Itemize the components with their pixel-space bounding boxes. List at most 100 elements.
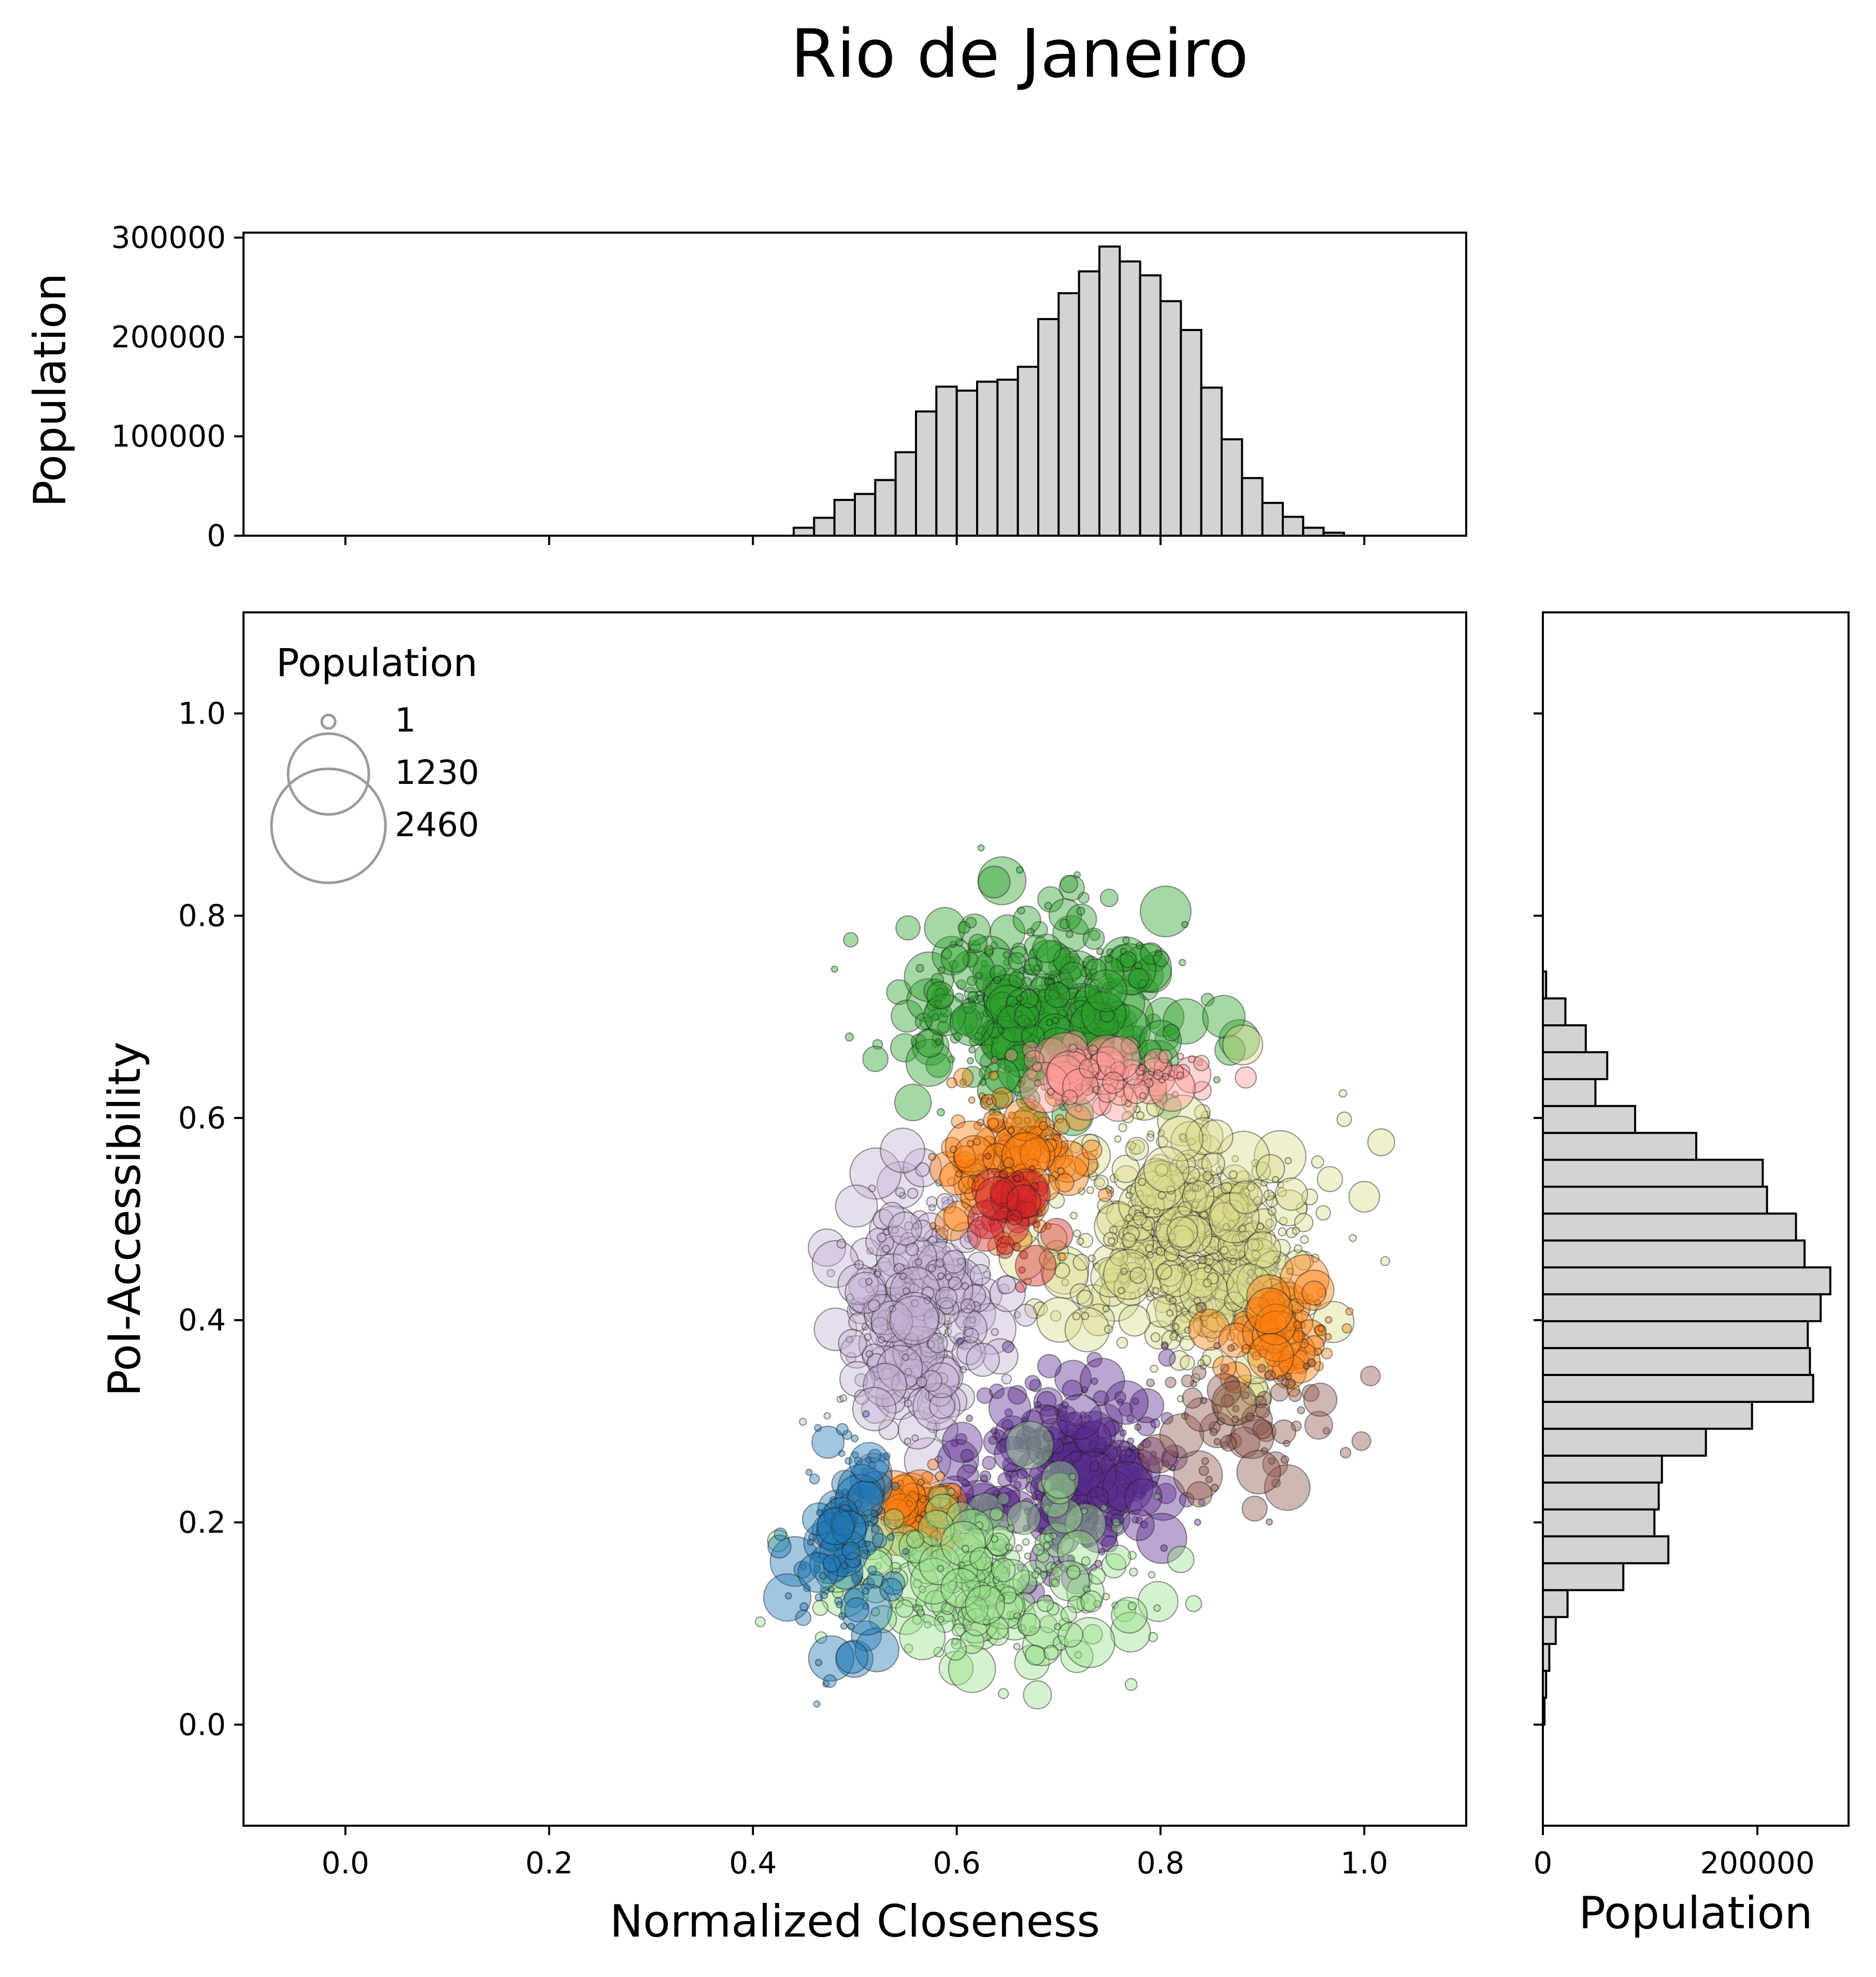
scatter-point: [1193, 1219, 1201, 1227]
scatter-point: [1034, 1079, 1042, 1087]
scatter-point: [886, 1315, 900, 1328]
scatter-point: [1111, 1227, 1158, 1274]
scatter-point: [1044, 1467, 1062, 1485]
scatter-point: [1095, 1467, 1108, 1480]
scatter-point: [1156, 1260, 1183, 1287]
scatter-point: [1003, 1110, 1043, 1150]
scatter-point: [1179, 1267, 1229, 1317]
scatter-point: [1070, 990, 1094, 1013]
scatter-point: [1120, 951, 1137, 968]
scatter-point: [1147, 1456, 1164, 1473]
scatter-point: [799, 1602, 809, 1611]
scatter-point: [1044, 1127, 1054, 1137]
scatter-point: [1048, 1192, 1065, 1209]
scatter-point: [1175, 1216, 1193, 1234]
scatter-point: [1119, 1429, 1127, 1437]
scatter-point: [886, 1533, 895, 1541]
scatter-point: [1021, 1007, 1029, 1015]
histogram-bar: [1542, 1400, 1753, 1430]
scatter-point: [1145, 1180, 1155, 1189]
scatter-point: [1139, 1158, 1172, 1191]
scatter-point: [1042, 1430, 1054, 1442]
histogram-bar: [1542, 1131, 1698, 1161]
scatter-point: [1101, 1267, 1125, 1292]
scatter-point: [1127, 1466, 1140, 1479]
scatter-point: [1070, 1451, 1117, 1497]
scatter-point: [1146, 1254, 1198, 1305]
scatter-point: [1029, 948, 1038, 957]
scatter-point: [1120, 1057, 1129, 1066]
scatter-point: [1113, 1165, 1139, 1191]
scatter-point: [847, 1297, 874, 1324]
scatter-point: [942, 1245, 951, 1255]
scatter-xlabel: Normalized Closeness: [610, 1896, 1100, 1947]
scatter-point: [1195, 1235, 1216, 1256]
scatter-point: [1076, 1290, 1094, 1307]
scatter-point: [955, 1170, 963, 1178]
scatter-point: [1099, 1008, 1115, 1023]
scatter-point: [1046, 1420, 1081, 1456]
scatter-point: [890, 1308, 910, 1328]
scatter-point: [1093, 1051, 1105, 1063]
scatter-point: [784, 1592, 792, 1600]
scatter-point: [1020, 1097, 1028, 1105]
scatter-point: [1078, 892, 1090, 904]
scatter-point: [1144, 997, 1185, 1037]
scatter-point: [1179, 1492, 1195, 1508]
scatter-point: [1057, 1622, 1083, 1648]
scatter-point: [1039, 1527, 1048, 1535]
scatter-point: [940, 944, 970, 973]
scatter-point: [975, 971, 983, 980]
scatter-point: [1292, 1226, 1300, 1235]
scatter-point: [931, 1012, 939, 1021]
scatter-point: [1037, 886, 1064, 913]
scatter-point: [861, 1396, 890, 1424]
scatter-point: [872, 1209, 894, 1230]
scatter-point: [968, 1277, 1003, 1312]
scatter-point: [1030, 921, 1049, 939]
scatter-point: [905, 1298, 951, 1343]
scatter-point: [862, 1045, 889, 1072]
scatter-point: [1101, 1050, 1111, 1059]
scatter-point: [1191, 1373, 1201, 1383]
scatter-point: [1057, 1451, 1102, 1496]
scatter-point: [1182, 1259, 1199, 1276]
scatter-point: [1032, 1543, 1044, 1556]
scatter-point: [1039, 1248, 1061, 1271]
scatter-point: [1047, 978, 1055, 986]
scatter-point: [1106, 1466, 1139, 1499]
scatter-point: [1014, 1044, 1023, 1054]
scatter-point: [1222, 1024, 1264, 1066]
scatter-point: [1004, 1065, 1011, 1073]
scatter-point: [1088, 979, 1104, 995]
scatter-point: [927, 1236, 938, 1247]
scatter-point: [1156, 1267, 1167, 1278]
scatter-point: [885, 1288, 894, 1297]
scatter-point: [1179, 1133, 1186, 1141]
scatter-point: [851, 1304, 859, 1312]
scatter-point: [883, 1334, 922, 1373]
scatter-point: [1062, 1379, 1083, 1401]
scatter-point: [1072, 1051, 1081, 1061]
scatter-point: [934, 1294, 942, 1302]
scatter-point: [1005, 1543, 1013, 1551]
scatter-point: [868, 1294, 905, 1330]
scatter-point: [846, 1336, 853, 1343]
scatter-point: [1227, 1198, 1273, 1244]
scatter-point: [1127, 1241, 1147, 1260]
scatter-point: [1177, 1250, 1196, 1269]
scatter-point: [950, 1222, 981, 1253]
scatter-point: [1036, 1462, 1047, 1472]
scatter-point: [861, 1323, 869, 1331]
scatter-point: [1161, 1449, 1178, 1467]
scatter-point: [1089, 1461, 1100, 1472]
scatter-point: [1273, 1256, 1281, 1264]
scatter-point: [1221, 1254, 1229, 1263]
scatter-point: [988, 1386, 1032, 1430]
scatter-point: [1048, 1523, 1080, 1555]
scatter-point: [1224, 1229, 1233, 1238]
scatter-point: [1101, 1444, 1119, 1462]
histogram-bar: [1241, 477, 1264, 537]
scatter-point: [928, 1328, 941, 1341]
scatter-point: [980, 959, 989, 968]
